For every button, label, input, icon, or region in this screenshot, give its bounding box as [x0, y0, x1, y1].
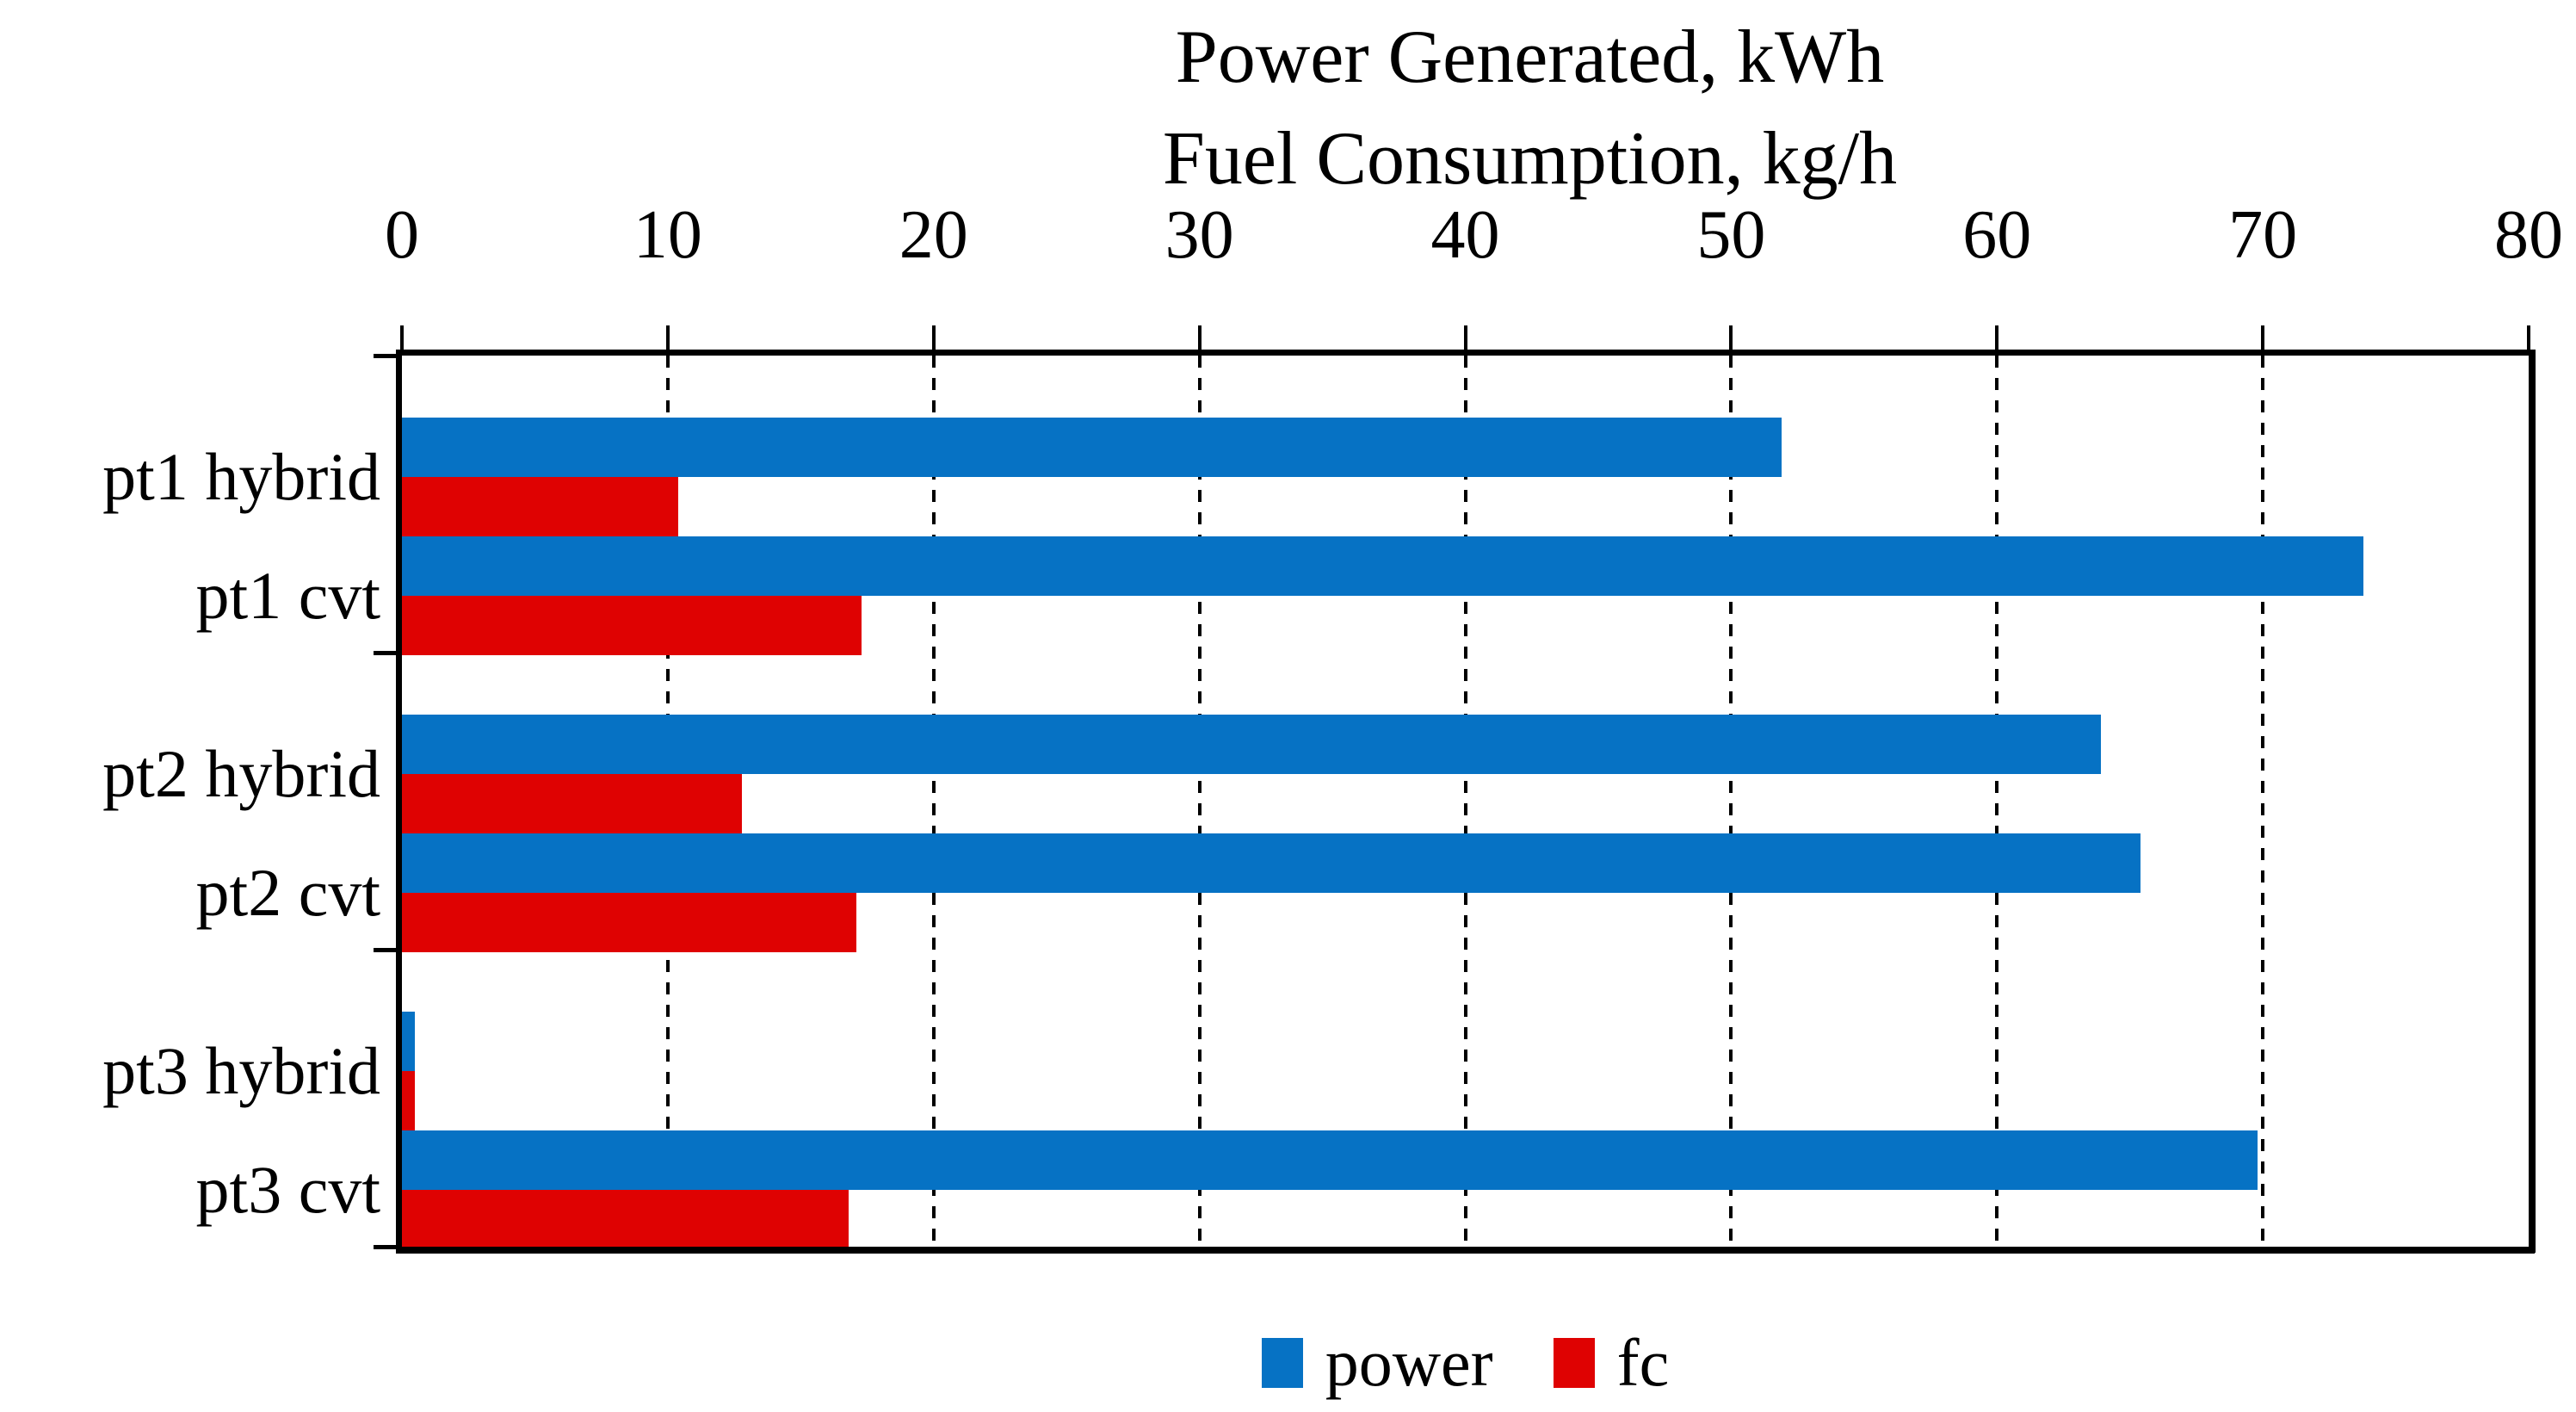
category-label-pt1-hybrid: pt1 hybrid: [102, 439, 380, 514]
x-tick-mark-30: [1197, 325, 1202, 350]
x-tick-mark-40: [1463, 325, 1467, 350]
bar-fc-pt1-hybrid: [402, 477, 679, 536]
x-tick-mark-50: [1729, 325, 1733, 350]
gridline-x-20: [931, 356, 936, 1247]
legend-label-fc: fc: [1616, 1325, 1670, 1400]
category-label-pt3-cvt: pt3 cvt: [195, 1152, 380, 1227]
category-label-pt1-cvt: pt1 cvt: [195, 558, 380, 633]
x-tick-label-30: 30: [1164, 197, 1234, 273]
x-tick-mark-70: [2261, 325, 2265, 350]
bar-power-pt1-hybrid: [402, 418, 1782, 477]
category-label-pt2-cvt: pt2 cvt: [195, 855, 380, 930]
x-tick-mark-0: [400, 325, 404, 350]
bar-power-pt1-cvt: [402, 536, 2364, 596]
x-tick-mark-10: [665, 325, 670, 350]
bar-fc-pt2-cvt: [402, 893, 857, 952]
y-tick-mark-0: [374, 354, 396, 358]
x-tick-mark-60: [1995, 325, 1999, 350]
x-tick-mark-80: [2527, 325, 2530, 350]
bar-fc-pt3-hybrid: [402, 1071, 416, 1130]
bar-power-pt2-hybrid: [402, 715, 2101, 774]
legend-item-power: power: [1261, 1324, 1493, 1402]
x-tick-mark-20: [931, 325, 936, 350]
category-label-pt2-hybrid: pt2 hybrid: [102, 736, 380, 811]
plot-area: [396, 350, 2536, 1254]
x-tick-label-80: 80: [2494, 197, 2563, 273]
gridline-x-40: [1463, 356, 1467, 1247]
power-series-swatch: [1261, 1338, 1303, 1388]
chart-title-line-1: Power Generated, kWh: [1175, 15, 1885, 99]
x-tick-label-10: 10: [633, 197, 702, 273]
gridline-x-60: [1995, 356, 1999, 1247]
gridline-x-70: [2261, 356, 2265, 1247]
gridline-x-50: [1729, 356, 1733, 1247]
axis-top-line: [396, 350, 2535, 356]
bar-fc-pt2-hybrid: [402, 774, 743, 833]
fc-series-swatch: [1553, 1338, 1595, 1388]
axis-bottom-line: [396, 1247, 2535, 1254]
chart-title-block: Power Generated, kWh Fuel Consumption, k…: [466, 7, 2576, 210]
x-tick-label-40: 40: [1430, 197, 1500, 273]
axis-right-line: [2529, 350, 2536, 1253]
category-label-pt3-hybrid: pt3 hybrid: [102, 1033, 380, 1108]
x-tick-label-0: 0: [385, 197, 419, 273]
y-tick-mark-1: [374, 651, 396, 655]
bar-power-pt3-hybrid: [402, 1012, 416, 1071]
bar-power-pt2-cvt: [402, 833, 2141, 893]
x-tick-label-70: 70: [2228, 197, 2298, 273]
legend: power fc: [402, 1324, 2529, 1402]
legend-label-power: power: [1325, 1325, 1493, 1400]
y-tick-mark-2: [374, 948, 396, 952]
x-tick-label-60: 60: [1962, 197, 2032, 273]
bar-fc-pt3-cvt: [402, 1190, 849, 1249]
x-tick-label-20: 20: [899, 197, 968, 273]
chart-title-line-2: Fuel Consumption, kg/h: [1162, 117, 1898, 201]
x-tick-label-50: 50: [1696, 197, 1766, 273]
axis-left-line: [396, 350, 402, 1253]
bar-power-pt3-cvt: [402, 1130, 2258, 1190]
legend-item-fc: fc: [1553, 1324, 1670, 1402]
y-tick-mark-3: [374, 1245, 396, 1249]
bar-fc-pt1-cvt: [402, 596, 862, 655]
gridline-x-30: [1197, 356, 1202, 1247]
